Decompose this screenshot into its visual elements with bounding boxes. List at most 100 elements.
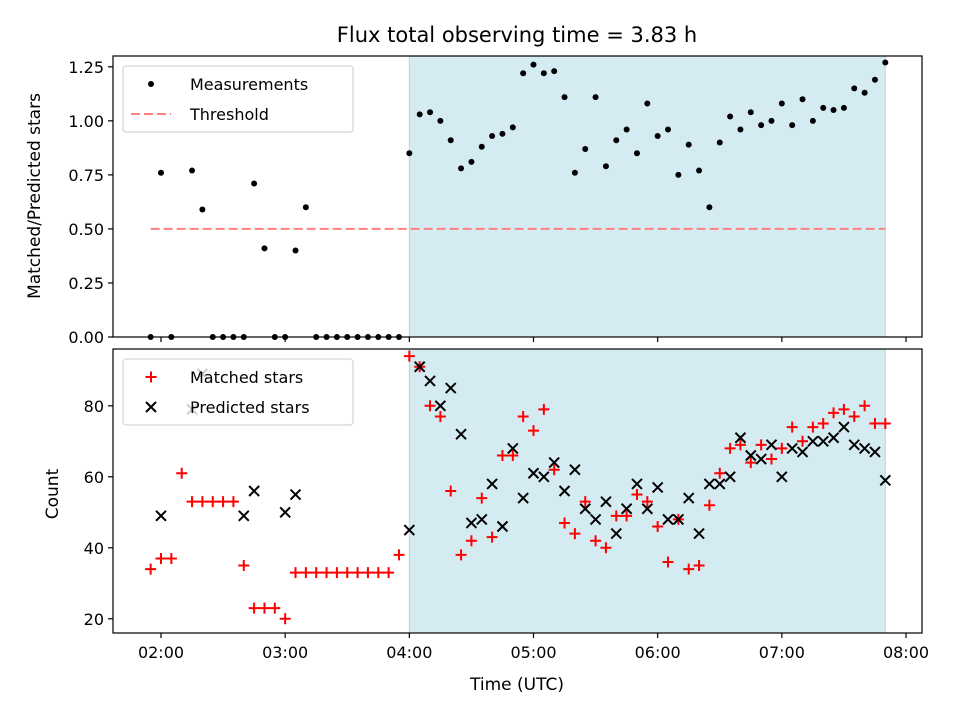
matched-star-point [362,567,374,579]
measurement-point [665,126,672,133]
legend-marker-predicted-stars [145,401,157,413]
matched-star-point [476,492,488,504]
matched-star-point [859,400,871,412]
matched-star-point [828,407,840,419]
predicted-star-point [279,506,291,519]
predicted-star-point [517,492,529,504]
ratio-shaded-span [409,56,886,337]
predicted-star-point [569,463,581,476]
matched-star-point [797,435,809,447]
matched-star-point [321,567,333,579]
matched-star-point [496,450,508,461]
matched-star-point [569,528,581,540]
predicted-star-point [807,435,819,448]
measurement-point [789,122,796,129]
count-axes-frame [112,348,923,634]
ratio-panel: Matched/Predicted stars 0.00 0.25 0.50 0.75… [25,55,923,347]
measurement-point [189,167,196,174]
matched-star-point [641,496,653,508]
predicted-star-point [248,485,260,497]
predicted-star-point [765,439,778,451]
ratio-y-axis-label: Matched/Predicted stars [25,93,45,299]
matched-star-point [331,567,343,579]
predicted-star-point [817,435,829,448]
predicted-star-point [879,474,892,487]
predicted-star-point [662,513,674,526]
legend-marker-matched-stars [145,371,157,383]
ratio-legend-box [122,65,354,133]
matched-star-point [217,496,229,508]
measurement-point [623,126,630,133]
matched-star-point [248,602,260,614]
matched-star-point [279,613,291,625]
matched-star-point [693,560,705,572]
matched-star-point [352,567,364,579]
measurement-point [685,141,692,148]
predicted-star-point [579,503,591,515]
measurement-point [199,206,206,213]
matched-star-point [590,535,602,547]
ratio-y-tick-label: 0.50 [68,220,104,239]
legend-marker-measurements [148,81,154,87]
measurement-point [851,85,858,92]
predicted-star-point [465,517,478,529]
matched-star-point [465,535,477,547]
predicted-star-point [434,400,447,412]
matched-star-point [269,602,281,614]
ratio-y-tick-label: 0.25 [68,274,104,293]
measurement-point [261,245,268,252]
matched-star-point [807,421,819,433]
matched-star-point [300,567,312,579]
measurement-point [799,96,806,103]
measurement-point [768,117,775,124]
predicted-star-point [238,510,250,522]
measurement-point [416,111,423,118]
ratio-axes-frame [112,55,923,338]
measurement-point [778,100,785,107]
matched-star-point [683,563,695,575]
count-x-tick-label: 07:00 [759,643,805,662]
matched-star-point [290,567,302,579]
measurement-point [644,100,651,107]
predicted-star-point [538,471,550,483]
predicted-star-point [683,492,695,504]
matched-star-point [631,489,643,501]
measurement-point [602,163,609,170]
measurement-point [478,143,485,150]
measurement-point [251,180,258,187]
ratio-y-tick-label: 0.75 [68,166,104,185]
ratio-y-tick-label: 1.25 [68,58,104,77]
measurement-point [716,139,723,146]
count-y-tick-label: 40 [84,539,104,558]
measurement-point [158,169,164,176]
predicted-star-point [476,513,488,526]
measurement-point [592,94,599,101]
measurement-point [747,109,754,116]
predicted-star-point [527,467,540,479]
matched-star-point [207,496,219,508]
measurement-point [530,61,537,68]
predicted-star-point [776,471,788,483]
matched-star-point [186,496,198,508]
predicted-star-point [714,478,726,490]
measurement-point [727,113,734,120]
measurement-point [447,137,454,144]
count-x-tick-label: 06:00 [635,643,681,662]
count-x-tick-label: 04:00 [386,643,432,662]
matched-star-point [714,467,726,479]
predicted-star-point [827,432,840,444]
matched-star-point [724,442,736,454]
measurement-point [468,158,475,165]
predicted-star-point [734,432,747,444]
count-y-tick-label: 60 [84,468,104,487]
measurement-point [561,94,568,101]
predicted-star-point [631,478,643,490]
count-x-tick-label: 05:00 [510,643,556,662]
measurement-point [633,150,640,157]
count-x-tick-label: 03:00 [262,643,308,662]
matched-star-point [838,403,850,415]
matched-star-point [165,552,177,564]
predicted-star-point [745,449,757,462]
measurement-point [696,167,703,174]
predicted-star-point [703,478,716,490]
